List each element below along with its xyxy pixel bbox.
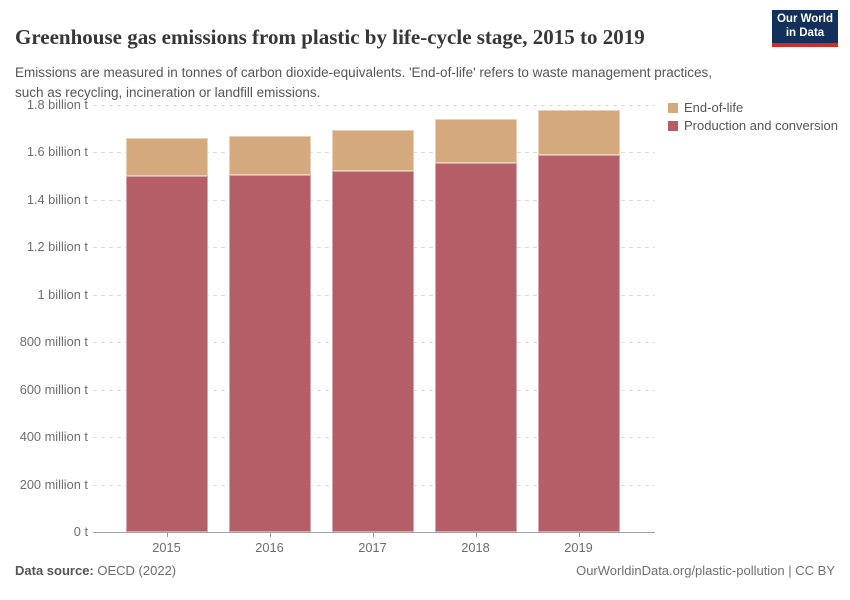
gridline	[93, 105, 655, 106]
y-axis-tick-label: 400 million t	[19, 429, 88, 445]
chart-subtitle: Emissions are measured in tonnes of carb…	[15, 64, 713, 100]
legend-swatch	[668, 120, 678, 131]
owid-logo-line1: Our World	[776, 12, 833, 25]
x-axis-tick-label: 2016	[255, 540, 284, 555]
bar-2018-end-of-life[interactable]	[434, 119, 517, 164]
x-axis-tick-label: 2017	[358, 540, 387, 555]
x-axis-tick-label: 2015	[152, 540, 181, 555]
chart-legend: End-of-life Production and conversion	[668, 101, 838, 137]
bar-2015-end-of-life[interactable]	[125, 138, 208, 177]
x-axis-tick	[578, 533, 580, 537]
legend-item-label: End-of-life	[684, 100, 744, 115]
owid-logo-line2: in Data	[785, 26, 825, 39]
y-axis-tick-label: 1.8 billion t	[26, 97, 88, 112]
bar-2018-production[interactable]	[434, 163, 517, 532]
bar-2017-end-of-life[interactable]	[331, 129, 414, 172]
y-axis-tick-label: 1.6 billion t	[26, 144, 88, 160]
y-axis-tick-label: 1.4 billion t	[26, 191, 88, 207]
y-axis-tick-label: 1 billion t	[37, 286, 88, 302]
bar-2019-end-of-life[interactable]	[537, 109, 620, 155]
legend-item[interactable]: Production and conversion	[668, 119, 838, 132]
x-axis-tick-label: 2018	[461, 540, 490, 555]
x-axis-tick	[166, 533, 168, 537]
x-axis-tick	[372, 533, 374, 537]
y-axis-tick-label: 0 t	[73, 524, 88, 539]
y-axis-tick-label: 600 million t	[19, 381, 88, 397]
bar-2017-production[interactable]	[331, 171, 414, 532]
bar-2016-end-of-life[interactable]	[228, 135, 311, 175]
legend-swatch	[668, 102, 678, 113]
bar-2019-production[interactable]	[537, 154, 620, 532]
data-source-value: OECD (2022)	[97, 563, 177, 578]
x-axis-tick-label: 2019	[564, 540, 593, 555]
bar-2016-production[interactable]	[228, 174, 311, 532]
owid-logo[interactable]: Our World in Data	[772, 10, 838, 47]
x-axis-tick	[269, 533, 271, 537]
x-axis-line	[93, 532, 655, 533]
x-axis-tick	[475, 533, 477, 537]
legend-item[interactable]: End-of-life	[668, 101, 838, 114]
bar-2015-production[interactable]	[125, 176, 208, 532]
footer-link[interactable]: OurWorldinData.org/plastic-pollution | C…	[576, 563, 835, 578]
y-axis-tick-label: 1.2 billion t	[26, 239, 88, 255]
data-source[interactable]: Data source: OECD (2022)	[15, 563, 176, 578]
y-axis-tick-label: 800 million t	[19, 334, 88, 350]
chart-footer: Data source: OECD (2022) OurWorldinData.…	[15, 563, 835, 578]
data-source-label: Data source:	[15, 563, 94, 578]
legend-item-label: Production and conversion	[684, 118, 838, 133]
y-axis-tick-label: 200 million t	[19, 476, 88, 492]
chart-title: Greenhouse gas emissions from plastic by…	[15, 25, 645, 50]
